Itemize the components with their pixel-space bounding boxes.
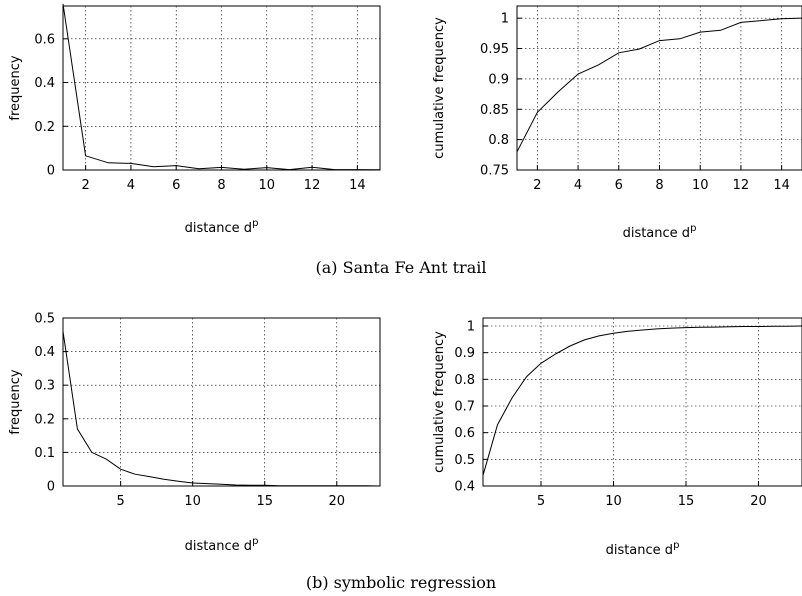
y-axis-label: cumulative frequency xyxy=(432,331,447,473)
y-tick-label: 0.8 xyxy=(488,133,509,148)
plot-frame xyxy=(62,5,381,171)
x-tick-label: 5 xyxy=(116,494,124,509)
y-axis-label: cumulative frequency xyxy=(432,17,447,159)
y-tick-label: 0.9 xyxy=(488,72,509,87)
x-tick-label: 4 xyxy=(127,178,135,193)
x-axis-label: distance dp xyxy=(185,536,259,554)
series-line xyxy=(516,17,802,153)
series-line xyxy=(62,3,381,171)
x-tick-label: 2 xyxy=(533,178,541,193)
plot-frame xyxy=(62,317,381,487)
x-tick-label: 14 xyxy=(773,178,790,193)
y-tick-label: 0.1 xyxy=(34,446,55,461)
y-axis-label: frequency xyxy=(8,55,23,121)
x-tick-label: 10 xyxy=(692,178,709,193)
x-tick-label: 2 xyxy=(82,178,90,193)
x-tick-label: 12 xyxy=(304,178,321,193)
y-tick-label: 0.4 xyxy=(34,345,55,360)
x-tick-label: 6 xyxy=(172,178,180,193)
x-tick-label: 15 xyxy=(678,494,695,509)
x-tick-label: 8 xyxy=(217,178,225,193)
y-tick-label: 1 xyxy=(467,320,475,335)
x-tick-label: 14 xyxy=(349,178,366,193)
x-axis-label: distance dp xyxy=(623,223,697,241)
chart-symreg-cumulative: 5 10 15 20 0.4 0.5 0.6 0.7 0.8 0.9 1 distance dp cum… xyxy=(432,317,802,558)
y-tick-label: 0.4 xyxy=(454,480,475,495)
y-tick-label: 0.95 xyxy=(480,42,509,57)
x-tick-label: 4 xyxy=(574,178,582,193)
y-tick-label: 1 xyxy=(501,12,509,27)
y-tick-label: 0.5 xyxy=(34,312,55,327)
y-tick-label: 0.2 xyxy=(34,120,55,135)
y-tick-label: 0.7 xyxy=(454,400,475,415)
x-tick-label: 8 xyxy=(655,178,663,193)
chart-santa-fe-frequency: 2 4 6 8 10 12 14 0 0.2 0.4 0.6 distance dp frequency xyxy=(8,3,381,236)
chart-santa-fe-cumulative: 2 4 6 8 10 12 14 0.75 0.8 0.85 0.9 0.95 1 distance dp… xyxy=(432,5,802,241)
y-tick-label: 0.6 xyxy=(454,426,475,441)
y-tick-label: 0.75 xyxy=(480,164,509,179)
y-tick-label: 0.85 xyxy=(480,103,509,118)
y-tick-label: 0.9 xyxy=(454,346,475,361)
x-tick-label: 12 xyxy=(733,178,750,193)
y-tick-label: 0.5 xyxy=(454,453,475,468)
y-tick-label: 0.8 xyxy=(454,373,475,388)
x-tick-label: 6 xyxy=(615,178,623,193)
y-tick-label: 0.3 xyxy=(34,379,55,394)
x-tick-label: 20 xyxy=(750,494,767,509)
x-axis-label: distance dp xyxy=(185,218,259,236)
series-line xyxy=(482,325,802,476)
y-tick-label: 0.2 xyxy=(34,412,55,427)
y-tick-label: 0.6 xyxy=(34,32,55,47)
x-tick-label: 15 xyxy=(256,494,273,509)
y-tick-label: 0.4 xyxy=(34,76,55,91)
plot-frame xyxy=(516,5,802,171)
y-axis-label: frequency xyxy=(8,369,23,435)
caption-symbolic-regression: (b) symbolic regression xyxy=(306,573,496,592)
x-tick-label: 20 xyxy=(328,494,345,509)
plot-frame xyxy=(482,317,802,487)
chart-symreg-frequency: 5 10 15 20 0 0.1 0.2 0.3 0.4 0.5 distance dp freque… xyxy=(8,312,381,554)
x-tick-label: 10 xyxy=(605,494,622,509)
caption-santa-fe: (a) Santa Fe Ant trail xyxy=(316,258,487,277)
y-tick-label: 0 xyxy=(47,164,55,179)
x-axis-label: distance dp xyxy=(606,540,680,558)
series-line xyxy=(62,331,381,487)
y-tick-label: 0 xyxy=(47,480,55,495)
x-tick-label: 10 xyxy=(184,494,201,509)
x-tick-label: 10 xyxy=(259,178,276,193)
x-tick-label: 5 xyxy=(537,494,545,509)
